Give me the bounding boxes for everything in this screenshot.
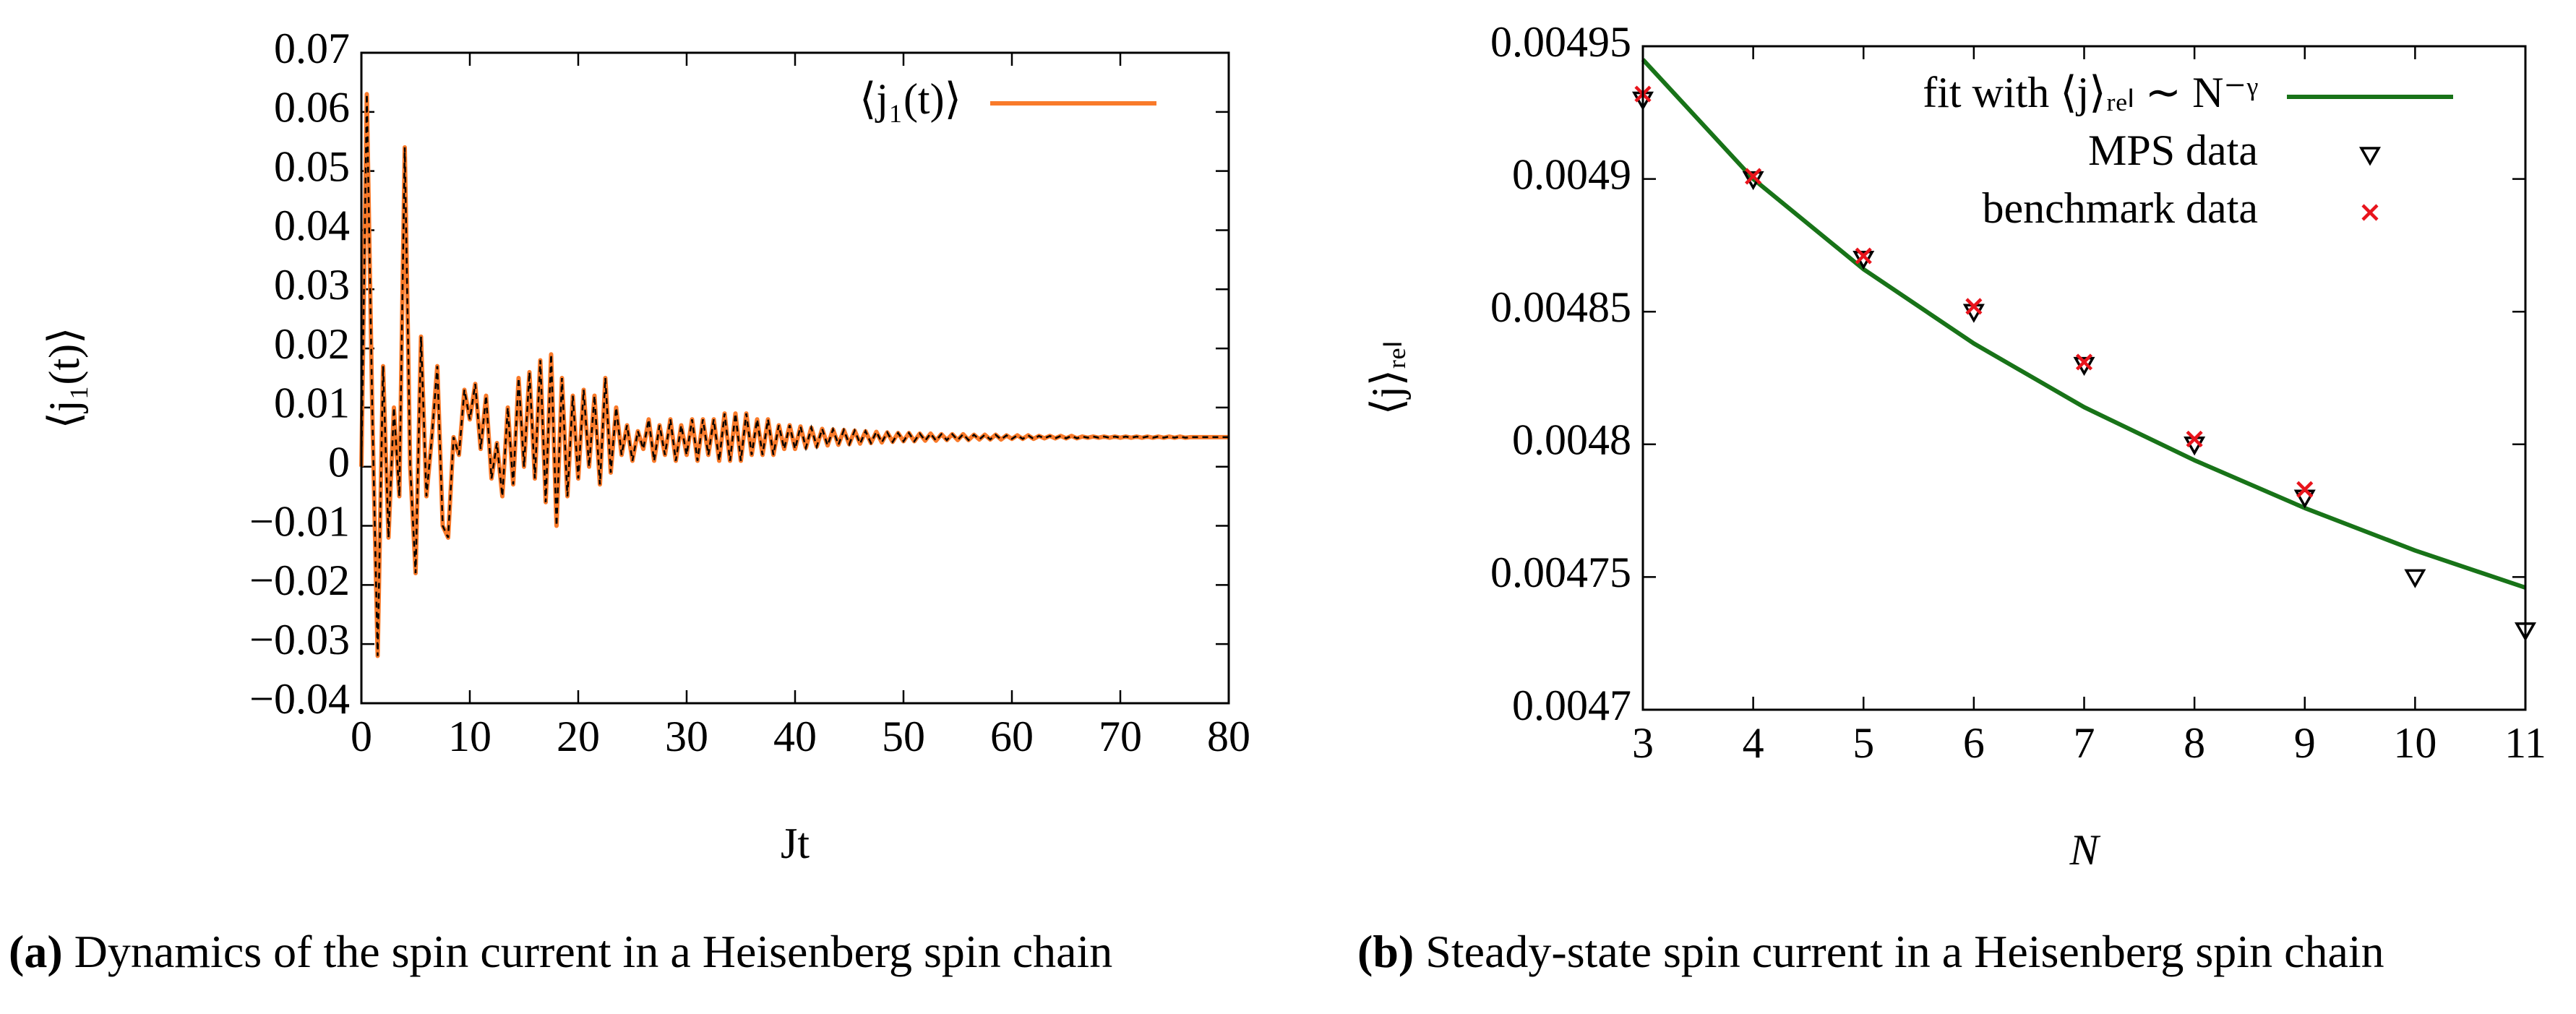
y-axis-label: ⟨j₁(t)⟩: [40, 327, 88, 429]
y-tick-label: 0.01: [274, 379, 350, 427]
plot-frame: [360, 51, 1230, 705]
x-tick-label: 10: [448, 713, 491, 760]
x-tick-label: 4: [1743, 719, 1764, 767]
x-tick-label: 7: [2074, 719, 2095, 767]
y-tick-label: 0.05: [274, 142, 350, 190]
caption-label: (b): [1357, 926, 1414, 977]
y-tick-label: 0.00475: [1490, 549, 1631, 596]
y-tick-label: 0.0049: [1512, 150, 1631, 198]
x-tick-label: 10: [2393, 719, 2437, 767]
y-tick-label: −0.03: [249, 616, 350, 663]
x-axis-label: N: [2069, 826, 2100, 874]
series-line-overlay: [360, 94, 1229, 656]
triangle-marker: [2404, 569, 2426, 588]
y-tick-label: 0.07: [274, 25, 350, 72]
y-tick-label: 0.04: [274, 202, 350, 249]
legend-swatch: [2358, 147, 2382, 166]
x-tick-label: 20: [557, 713, 600, 760]
legend-label: ⟨j₁(t)⟩: [859, 75, 961, 123]
y-axis-label: ⟨j⟩ᵣₑₗ: [1363, 341, 1411, 416]
x-tick-label: 80: [1207, 713, 1250, 760]
x-tick-label: 8: [2184, 719, 2205, 767]
legend-label: MPS data: [2088, 126, 2258, 174]
legend-swatch: [2361, 204, 2379, 221]
legend-label: fit with ⟨j⟩ᵣₑₗ ∼ N⁻ᵞ: [1923, 69, 2258, 116]
x-tick-label: 11: [2504, 719, 2546, 767]
y-tick-label: 0.03: [274, 261, 350, 309]
x-tick-label: 0: [351, 713, 372, 760]
cross-marker: [1965, 298, 1983, 315]
x-tick-label: 6: [1963, 719, 1985, 767]
y-tick-label: −0.02: [249, 557, 350, 604]
x-tick-label: 9: [2294, 719, 2316, 767]
x-tick-label: 70: [1099, 713, 1142, 760]
x-tick-label: 40: [773, 713, 817, 760]
y-tick-label: 0.06: [274, 84, 350, 132]
legend-label: benchmark data: [1983, 184, 2258, 232]
caption-text: Steady-state spin current in a Heisenber…: [1414, 926, 2384, 977]
caption-label: (a): [9, 926, 63, 977]
y-tick-label: −0.01: [249, 497, 350, 545]
y-tick-label: 0: [328, 438, 350, 486]
cross-marker: [2075, 353, 2093, 371]
x-tick-label: 50: [882, 713, 925, 760]
cross-marker: [1745, 168, 1762, 185]
caption-text: Dynamics of the spin current in a Heisen…: [63, 926, 1113, 977]
x-tick-label: 3: [1632, 719, 1654, 767]
y-tick-label: 0.0048: [1512, 416, 1631, 464]
cross-marker: [2186, 430, 2203, 448]
caption-b: (b) Steady-state spin current in a Heise…: [1357, 926, 2384, 977]
x-axis-label: Jt: [781, 820, 810, 867]
caption-a: (a) Dynamics of the spin current in a He…: [9, 926, 1112, 977]
y-tick-label: 0.0047: [1512, 682, 1631, 729]
y-tick-label: −0.04: [249, 675, 350, 723]
cross-marker: [2296, 481, 2314, 498]
x-tick-label: 30: [665, 713, 708, 760]
y-tick-label: 0.00485: [1490, 283, 1631, 331]
x-tick-label: 60: [990, 713, 1034, 760]
x-tick-label: 5: [1852, 719, 1874, 767]
y-tick-label: 0.00495: [1490, 18, 1631, 66]
y-tick-label: 0.02: [274, 320, 350, 368]
series-line: [359, 92, 1229, 658]
series-line: [1641, 58, 2526, 590]
plot-frame: [1641, 45, 2527, 711]
cross-marker: [1855, 247, 1872, 265]
